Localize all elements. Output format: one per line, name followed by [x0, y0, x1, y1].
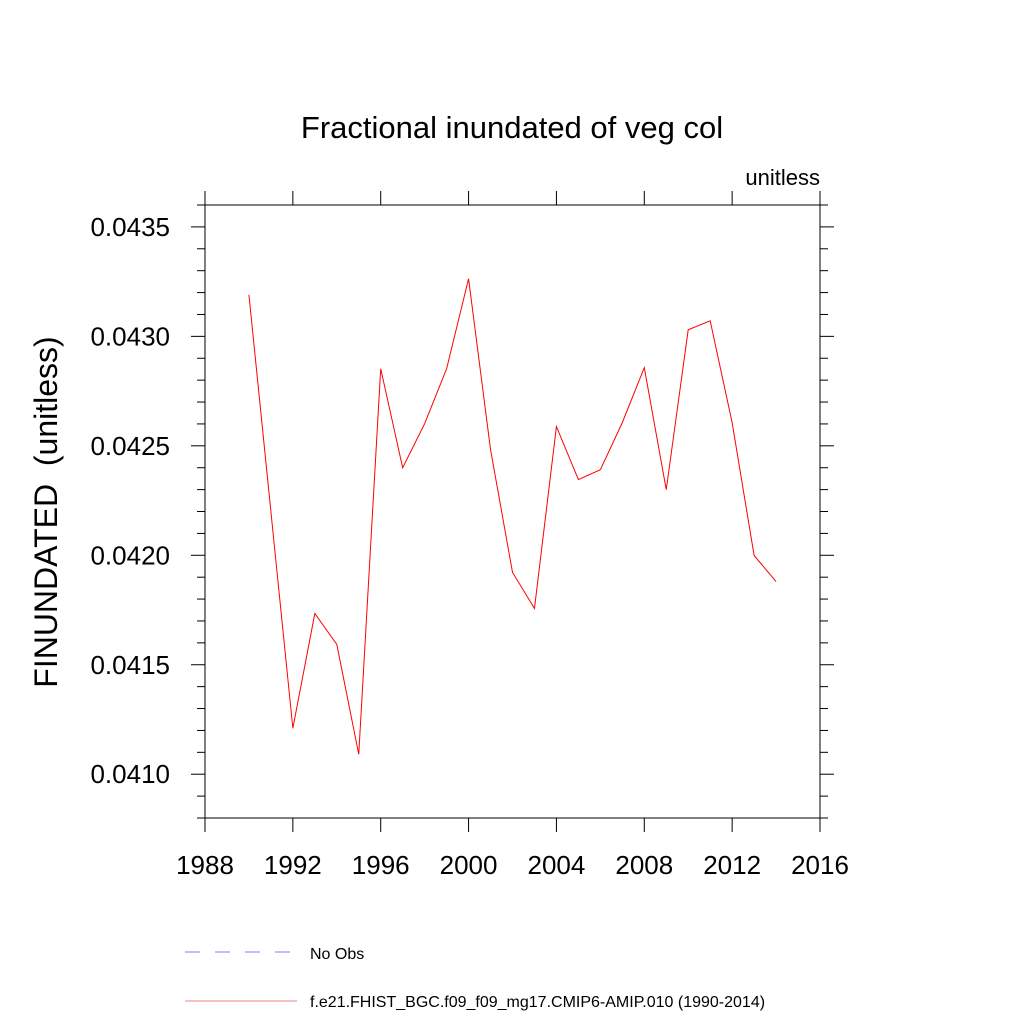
x-tick-label: 2000	[440, 850, 498, 880]
x-tick-label: 2016	[791, 850, 849, 880]
legend-label-no-obs: No Obs	[310, 946, 364, 963]
y-tick-label: 0.0410	[90, 759, 170, 789]
units-label: unitless	[745, 165, 820, 190]
chart-title: Fractional inundated of veg col	[301, 110, 723, 145]
legend-label-model: f.e21.FHIST_BGC.f09_f09_mg17.CMIP6-AMIP.…	[310, 994, 765, 1011]
x-tick-label: 2004	[528, 850, 586, 880]
x-tick-label: 2008	[615, 850, 673, 880]
x-tick-label: 1988	[176, 850, 234, 880]
y-tick-label: 0.0430	[90, 321, 170, 351]
series-line	[248, 278, 777, 755]
y-tick-label: 0.0435	[90, 212, 170, 242]
y-tick-label: 0.0420	[90, 540, 170, 570]
x-tick-label: 1992	[264, 850, 322, 880]
y-axis-label: FINUNDATED (unitless)	[28, 336, 64, 687]
x-tick-label: 1996	[352, 850, 410, 880]
y-tick-label: 0.0425	[90, 431, 170, 461]
y-tick-label: 0.0415	[90, 650, 170, 680]
x-tick-label: 2012	[703, 850, 761, 880]
plot-frame	[204, 204, 821, 819]
